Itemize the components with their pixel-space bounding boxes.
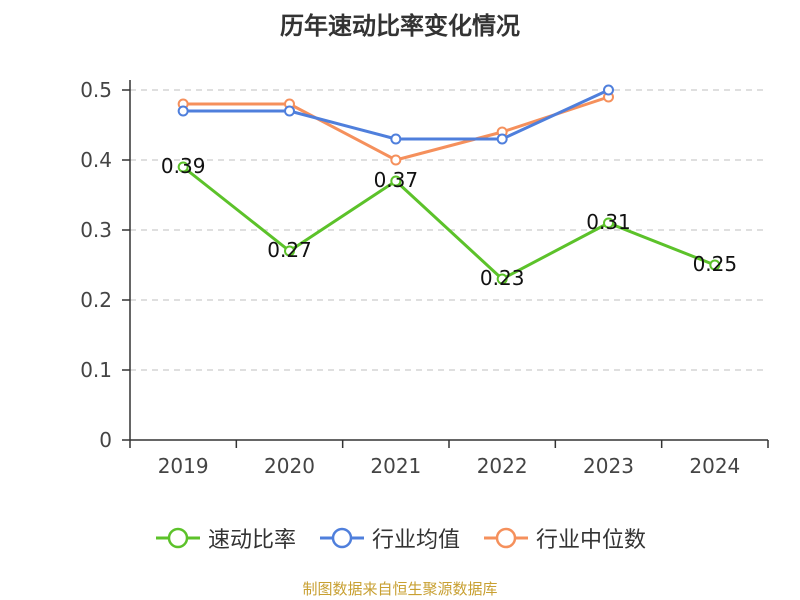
data-point (390, 154, 402, 166)
data-labels: 0.39 0.27 0.37 0.23 0.31 0.25 (161, 154, 737, 290)
y-tick-label: 0.2 (80, 288, 112, 312)
data-label: 0.37 (374, 168, 419, 192)
data-point (496, 133, 508, 145)
legend-marker-icon (319, 527, 364, 549)
legend-label: 行业中位数 (536, 528, 647, 553)
source-note: 制图数据来自恒生聚源数据库 (302, 580, 498, 598)
legend-item-quick-ratio[interactable]: 速动比率 (154, 522, 296, 554)
data-label: 0.31 (586, 210, 631, 234)
data-label: 0.39 (161, 154, 206, 178)
data-label: 0.23 (480, 266, 525, 290)
legend-label: 行业均值 (371, 528, 460, 553)
legend-circle (167, 527, 189, 549)
series-line (183, 95, 609, 162)
legend-circle (331, 527, 353, 549)
legend-label: 速动比率 (207, 528, 296, 553)
legend-item-industry-median[interactable]: 行业中位数 (482, 522, 646, 554)
legend-marker-icon (155, 527, 200, 549)
chart-title: 历年速动比率变化情况 (280, 12, 520, 40)
y-tick-label: 0.3 (80, 218, 112, 242)
y-tick-label: 0.5 (80, 78, 112, 102)
legend-item-industry-mean[interactable]: 行业均值 (318, 522, 460, 554)
data-point (390, 133, 402, 145)
data-point (284, 245, 295, 257)
x-tick-label: 2023 (583, 454, 634, 478)
series-line (182, 165, 716, 281)
data-point (284, 105, 295, 117)
x-tick-label: 2019 (158, 454, 209, 478)
x-tick-label: 2021 (370, 454, 421, 478)
series-lines (182, 88, 716, 281)
y-tick-label: 0.4 (80, 148, 112, 172)
data-point (177, 161, 189, 173)
data-points (177, 84, 721, 285)
data-label: 0.27 (267, 238, 312, 262)
legend-marker-icon (484, 527, 528, 549)
legend: 速动比率 行业均值 行业中位数 (0, 518, 800, 558)
x-tick-label: 2020 (264, 454, 315, 478)
data-label: 0.25 (693, 252, 738, 276)
data-point (603, 84, 614, 96)
x-tick-label: 2024 (689, 454, 740, 478)
data-point (390, 175, 402, 187)
tick-labels: 0 0.1 0.2 0.3 0.4 0.5 2019 2020 2021 2022 2023 2024 (80, 78, 740, 478)
data-point (177, 105, 189, 117)
legend-circle (495, 527, 517, 549)
x-tick-label: 2022 (477, 454, 528, 478)
series-line (183, 88, 610, 141)
y-tick-label: 0 (99, 428, 112, 452)
data-point (603, 217, 614, 229)
data-point (496, 273, 508, 285)
data-point (709, 259, 721, 271)
axes (122, 80, 769, 448)
y-tick-label: 0.1 (80, 358, 112, 382)
